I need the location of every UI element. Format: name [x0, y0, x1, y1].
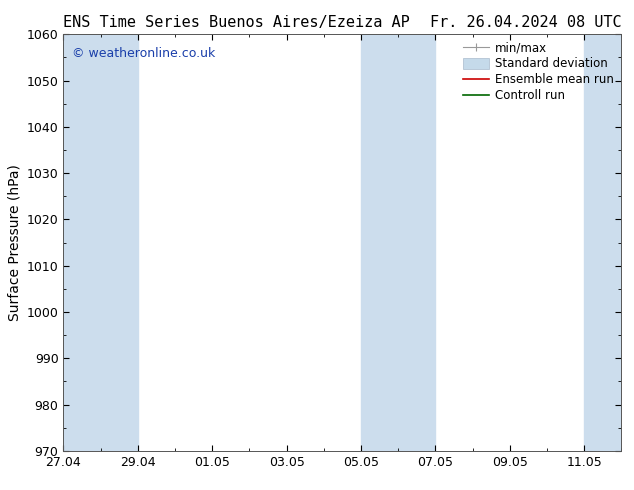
Bar — [584, 34, 621, 451]
Y-axis label: Surface Pressure (hPa): Surface Pressure (hPa) — [7, 164, 21, 321]
Text: ENS Time Series Buenos Aires/Ezeiza AP: ENS Time Series Buenos Aires/Ezeiza AP — [63, 15, 410, 30]
Bar — [361, 34, 436, 451]
Legend: min/max, Standard deviation, Ensemble mean run, Controll run: min/max, Standard deviation, Ensemble me… — [459, 37, 619, 107]
Bar — [63, 34, 138, 451]
Text: © weatheronline.co.uk: © weatheronline.co.uk — [72, 47, 215, 60]
Text: Fr. 26.04.2024 08 UTC: Fr. 26.04.2024 08 UTC — [430, 15, 621, 30]
